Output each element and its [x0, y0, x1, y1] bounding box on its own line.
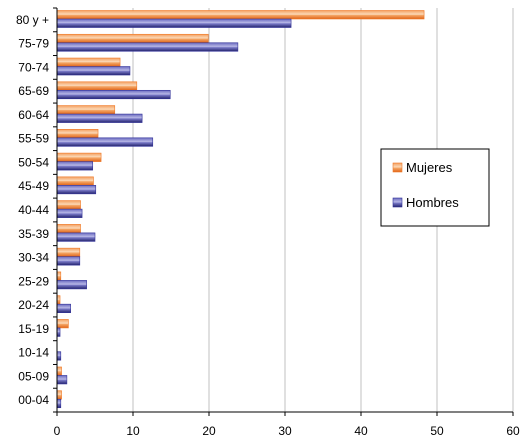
bar-hombres-10-14: [56, 351, 62, 361]
y-tick-label: 25-29: [18, 274, 49, 288]
x-tick-label: 30: [278, 424, 292, 438]
legend-swatch-mujeres: [392, 162, 403, 173]
bar-hombres-35-39: [56, 232, 96, 242]
bar-mujeres-70-74: [56, 57, 121, 67]
axes: [53, 7, 514, 416]
bar-mujeres-30-34: [56, 247, 81, 257]
legend-box: [380, 148, 490, 227]
y-tick-label: 15-19: [18, 322, 49, 336]
y-tick-label: 55-59: [18, 132, 49, 146]
bar-hombres-50-54: [56, 161, 94, 171]
bar-mujeres-35-39: [56, 224, 81, 234]
y-tick-label: 80 y +: [16, 13, 49, 27]
legend-swatch-hombres: [392, 197, 403, 208]
y-tick-label: 60-64: [18, 108, 49, 122]
y-tick-label: 35-39: [18, 227, 49, 241]
y-tick-label: 75-79: [18, 37, 49, 51]
bar-mujeres-60-64: [56, 105, 116, 115]
y-tick-label: 45-49: [18, 179, 49, 193]
bar-hombres-00-04: [56, 398, 62, 409]
bars: [56, 10, 425, 409]
bar-mujeres-40-44: [56, 200, 81, 210]
bar-mujeres-05-09: [56, 366, 62, 376]
bar-hombres-20-24: [56, 303, 71, 313]
legend-label-hombres: Hombres: [406, 195, 459, 210]
bar-hombres-75-79: [56, 42, 239, 52]
y-tick-label: 70-74: [18, 60, 49, 74]
y-tick-label: 00-04: [18, 393, 49, 407]
y-tick-label: 10-14: [18, 346, 49, 360]
bar-mujeres-55-59: [56, 129, 99, 139]
y-tick-label: 20-24: [18, 298, 49, 312]
bar-mujeres-65-69: [56, 81, 138, 91]
bar-mujeres-45-49: [56, 176, 94, 186]
x-tick-label: 0: [54, 424, 61, 438]
bar-hombres-80yplus: [56, 18, 292, 28]
bar-hombres-25-29: [56, 280, 87, 290]
x-tick-label: 40: [354, 424, 368, 438]
bar-hombres-65-69: [56, 89, 171, 100]
bar-mujeres-80yplus: [56, 10, 425, 20]
bar-mujeres-15-19: [56, 319, 69, 329]
y-tick-label: 50-54: [18, 155, 49, 169]
bar-hombres-30-34: [56, 256, 81, 266]
bar-hombres-55-59: [56, 137, 154, 147]
x-tick-label: 10: [126, 424, 140, 438]
bar-mujeres-25-29: [56, 271, 62, 281]
bar-hombres-60-64: [56, 113, 143, 123]
x-tick-label: 60: [506, 424, 520, 438]
bar-hombres-40-44: [56, 208, 83, 218]
bar-mujeres-00-04: [56, 390, 62, 400]
bar-mujeres-50-54: [56, 152, 102, 162]
bar-hombres-70-74: [56, 66, 131, 76]
x-tick-label: 20: [202, 424, 216, 438]
x-tick-label: 50: [430, 424, 444, 438]
bar-hombres-45-49: [56, 185, 97, 195]
y-tick-label: 65-69: [18, 84, 49, 98]
y-tick-label: 30-34: [18, 251, 49, 265]
y-tick-label: 05-09: [18, 369, 49, 383]
legend: Mujeres Hombres: [380, 148, 490, 227]
legend-label-mujeres: Mujeres: [406, 160, 453, 175]
y-tick-label: 40-44: [18, 203, 49, 217]
bar-hombres-05-09: [56, 375, 68, 385]
bar-mujeres-75-79: [56, 33, 209, 44]
x-tick-labels: 0 10 20 30 40 50 60: [54, 424, 520, 438]
y-tick-labels: 80 y + 75-79 70-74 65-69 60-64 55-59 50-54 45-4…: [16, 13, 49, 407]
